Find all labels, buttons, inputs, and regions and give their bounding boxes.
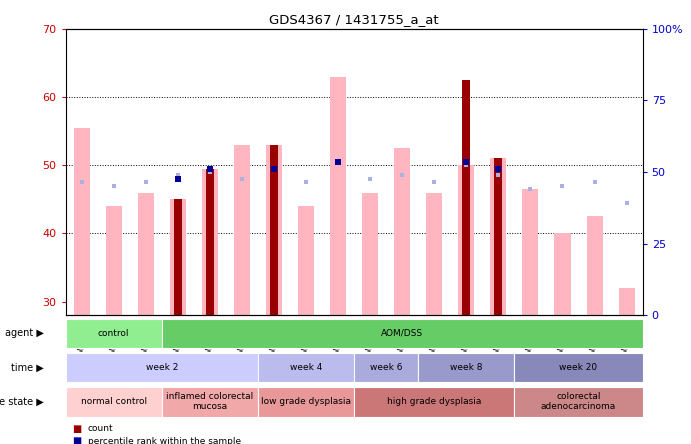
Bar — [418, 353, 514, 382]
Bar — [514, 353, 643, 382]
Text: normal control: normal control — [81, 397, 146, 406]
Text: percentile rank within the sample: percentile rank within the sample — [88, 437, 241, 444]
Text: time ▶: time ▶ — [11, 363, 44, 373]
Bar — [234, 145, 250, 315]
Text: colorectal
adenocarcinoma: colorectal adenocarcinoma — [541, 392, 616, 411]
Title: GDS4367 / 1431755_a_at: GDS4367 / 1431755_a_at — [269, 13, 439, 26]
Text: week 6: week 6 — [370, 363, 402, 372]
Bar — [298, 206, 314, 315]
Bar — [462, 80, 471, 315]
Text: high grade dysplasia: high grade dysplasia — [387, 397, 482, 406]
Bar — [458, 165, 474, 315]
Bar — [174, 199, 182, 315]
Bar — [362, 193, 378, 315]
Bar — [270, 145, 278, 315]
Bar — [162, 319, 643, 348]
Bar — [330, 76, 346, 315]
Bar — [618, 288, 634, 315]
Bar — [522, 189, 538, 315]
Bar — [354, 387, 514, 416]
Bar — [394, 148, 410, 315]
Text: ■: ■ — [73, 436, 82, 444]
Text: week 20: week 20 — [560, 363, 598, 372]
Text: control: control — [98, 329, 129, 338]
Bar — [494, 159, 502, 315]
Text: week 2: week 2 — [146, 363, 178, 372]
Bar — [587, 216, 603, 315]
Text: week 4: week 4 — [290, 363, 322, 372]
Text: low grade dysplasia: low grade dysplasia — [261, 397, 351, 406]
Bar — [138, 193, 154, 315]
Text: AOM/DSS: AOM/DSS — [381, 329, 424, 338]
Bar — [66, 353, 258, 382]
Bar — [514, 387, 643, 416]
Bar — [258, 353, 354, 382]
Bar — [206, 169, 214, 315]
Bar — [162, 387, 258, 416]
Text: week 8: week 8 — [450, 363, 482, 372]
Text: ■: ■ — [73, 424, 82, 434]
Bar — [170, 199, 186, 315]
Bar — [266, 145, 282, 315]
Bar — [258, 387, 354, 416]
Bar — [554, 234, 571, 315]
Bar — [74, 128, 90, 315]
Bar — [202, 169, 218, 315]
Text: inflamed colorectal
mucosa: inflamed colorectal mucosa — [167, 392, 254, 411]
Text: agent ▶: agent ▶ — [5, 329, 44, 338]
Bar — [66, 319, 162, 348]
Text: count: count — [88, 424, 113, 433]
Bar — [491, 159, 507, 315]
Bar — [106, 206, 122, 315]
Bar — [354, 353, 418, 382]
Bar — [66, 387, 162, 416]
Bar — [426, 193, 442, 315]
Text: disease state ▶: disease state ▶ — [0, 397, 44, 407]
